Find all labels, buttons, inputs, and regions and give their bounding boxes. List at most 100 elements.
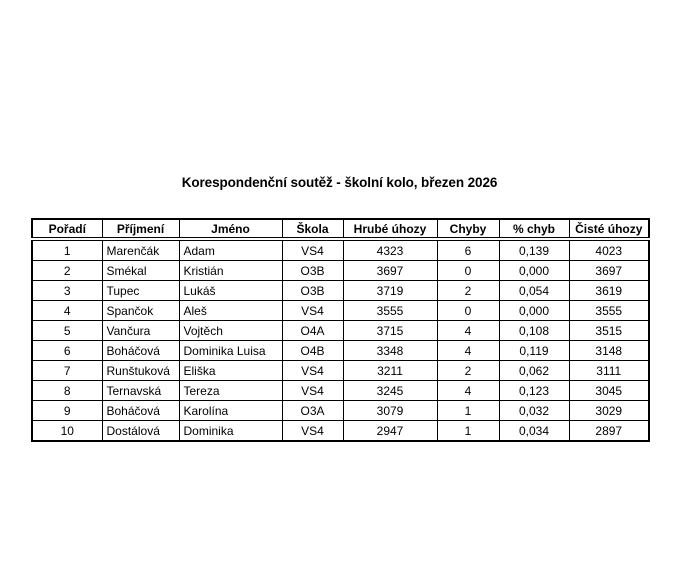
table-row: 10 Dostálová Dominika VS4 2947 1 0,034 2897 (31, 420, 650, 442)
table-row: 2 Smékal Kristián O3B 3697 0 0,000 3697 (31, 260, 650, 281)
cell-prijmeni: Ternavská (101, 380, 180, 401)
table-row: 6 Boháčová Dominika Luisa O4B 3348 4 0,119 3148 (31, 340, 650, 361)
cell-hrube-uhozy: 3079 (342, 400, 438, 421)
cell-pct-chyb: 0,139 (498, 238, 570, 261)
cell-ciste-uhozy: 3111 (568, 360, 650, 381)
cell-jmeno: Dominika Luisa (178, 340, 283, 361)
cell-skola: O4A (281, 320, 344, 341)
cell-pct-chyb: 0,034 (498, 420, 570, 442)
cell-pct-chyb: 0,032 (498, 400, 570, 421)
cell-ciste-uhozy: 3697 (568, 260, 650, 281)
cell-pct-chyb: 0,119 (498, 340, 570, 361)
cell-chyby: 1 (436, 400, 500, 421)
cell-poradi: 1 (31, 238, 103, 261)
cell-poradi: 8 (31, 380, 103, 401)
cell-pct-chyb: 0,000 (498, 260, 570, 281)
table-row: 8 Ternavská Tereza VS4 3245 4 0,123 3045 (31, 380, 650, 401)
cell-skola: O4B (281, 340, 344, 361)
cell-prijmeni: Marenčák (101, 238, 180, 261)
results-table: Pořadí Příjmení Jméno Škola Hrubé úhozy Chyby… (31, 218, 650, 442)
cell-poradi: 7 (31, 360, 103, 381)
cell-jmeno: Eliška (178, 360, 283, 381)
column-header-jmeno: Jméno (178, 218, 283, 241)
table-body: 1 Marenčák Adam VS4 4323 6 0,139 4023 2 Smékal Kri… (31, 238, 650, 442)
cell-ciste-uhozy: 3029 (568, 400, 650, 421)
cell-ciste-uhozy: 3515 (568, 320, 650, 341)
cell-prijmeni: Smékal (101, 260, 180, 281)
table-row: 9 Boháčová Karolína O3A 3079 1 0,032 3029 (31, 400, 650, 421)
cell-skola: VS4 (281, 300, 344, 321)
cell-jmeno: Dominika (178, 420, 283, 442)
cell-jmeno: Lukáš (178, 280, 283, 301)
table-row: 4 Spančok Aleš VS4 3555 0 0,000 3555 (31, 300, 650, 321)
cell-jmeno: Adam (178, 238, 283, 261)
cell-hrube-uhozy: 3555 (342, 300, 438, 321)
cell-skola: O3A (281, 400, 344, 421)
cell-skola: VS4 (281, 238, 344, 261)
cell-ciste-uhozy: 2897 (568, 420, 650, 442)
cell-chyby: 1 (436, 420, 500, 442)
cell-hrube-uhozy: 3697 (342, 260, 438, 281)
page-title: Korespondenční soutěž - školní kolo, bře… (181, 175, 498, 190)
table-row: 5 Vančura Vojtěch O4A 3715 4 0,108 3515 (31, 320, 650, 341)
table-row: 3 Tupec Lukáš O3B 3719 2 0,054 3619 (31, 280, 650, 301)
cell-chyby: 6 (436, 238, 500, 261)
column-header-prijmeni: Příjmení (101, 218, 180, 241)
cell-skola: O3B (281, 260, 344, 281)
cell-prijmeni: Boháčová (101, 400, 180, 421)
cell-hrube-uhozy: 3719 (342, 280, 438, 301)
cell-pct-chyb: 0,054 (498, 280, 570, 301)
cell-poradi: 4 (31, 300, 103, 321)
cell-hrube-uhozy: 2947 (342, 420, 438, 442)
cell-hrube-uhozy: 3348 (342, 340, 438, 361)
cell-chyby: 0 (436, 300, 500, 321)
cell-prijmeni: Runštuková (101, 360, 180, 381)
cell-pct-chyb: 0,000 (498, 300, 570, 321)
cell-prijmeni: Boháčová (101, 340, 180, 361)
cell-ciste-uhozy: 4023 (568, 238, 650, 261)
cell-jmeno: Aleš (178, 300, 283, 321)
cell-poradi: 3 (31, 280, 103, 301)
cell-chyby: 4 (436, 320, 500, 341)
cell-jmeno: Karolína (178, 400, 283, 421)
cell-jmeno: Vojtěch (178, 320, 283, 341)
column-header-ciste-uhozy: Čisté úhozy (568, 218, 650, 241)
cell-chyby: 4 (436, 340, 500, 361)
column-header-chyby: Chyby (436, 218, 500, 241)
cell-chyby: 0 (436, 260, 500, 281)
cell-jmeno: Tereza (178, 380, 283, 401)
cell-chyby: 4 (436, 380, 500, 401)
column-header-pct-chyb: % chyb (498, 218, 570, 241)
cell-poradi: 2 (31, 260, 103, 281)
header-row: Pořadí Příjmení Jméno Škola Hrubé úhozy Chyby… (31, 218, 650, 241)
cell-ciste-uhozy: 3619 (568, 280, 650, 301)
cell-ciste-uhozy: 3045 (568, 380, 650, 401)
cell-prijmeni: Vančura (101, 320, 180, 341)
cell-prijmeni: Tupec (101, 280, 180, 301)
cell-hrube-uhozy: 3715 (342, 320, 438, 341)
cell-skola: O3B (281, 280, 344, 301)
cell-hrube-uhozy: 3211 (342, 360, 438, 381)
cell-prijmeni: Dostálová (101, 420, 180, 442)
cell-skola: VS4 (281, 380, 344, 401)
cell-skola: VS4 (281, 360, 344, 381)
cell-poradi: 9 (31, 400, 103, 421)
cell-poradi: 6 (31, 340, 103, 361)
table-header: Pořadí Příjmení Jméno Škola Hrubé úhozy Chyby… (31, 218, 650, 241)
column-header-hrube-uhozy: Hrubé úhozy (342, 218, 438, 241)
cell-hrube-uhozy: 4323 (342, 238, 438, 261)
cell-pct-chyb: 0,062 (498, 360, 570, 381)
cell-jmeno: Kristián (178, 260, 283, 281)
cell-pct-chyb: 0,123 (498, 380, 570, 401)
cell-chyby: 2 (436, 280, 500, 301)
cell-ciste-uhozy: 3555 (568, 300, 650, 321)
cell-skola: VS4 (281, 420, 344, 442)
cell-ciste-uhozy: 3148 (568, 340, 650, 361)
cell-poradi: 5 (31, 320, 103, 341)
cell-poradi: 10 (31, 420, 103, 442)
cell-prijmeni: Spančok (101, 300, 180, 321)
cell-pct-chyb: 0,108 (498, 320, 570, 341)
cell-chyby: 2 (436, 360, 500, 381)
column-header-poradi: Pořadí (31, 218, 103, 241)
